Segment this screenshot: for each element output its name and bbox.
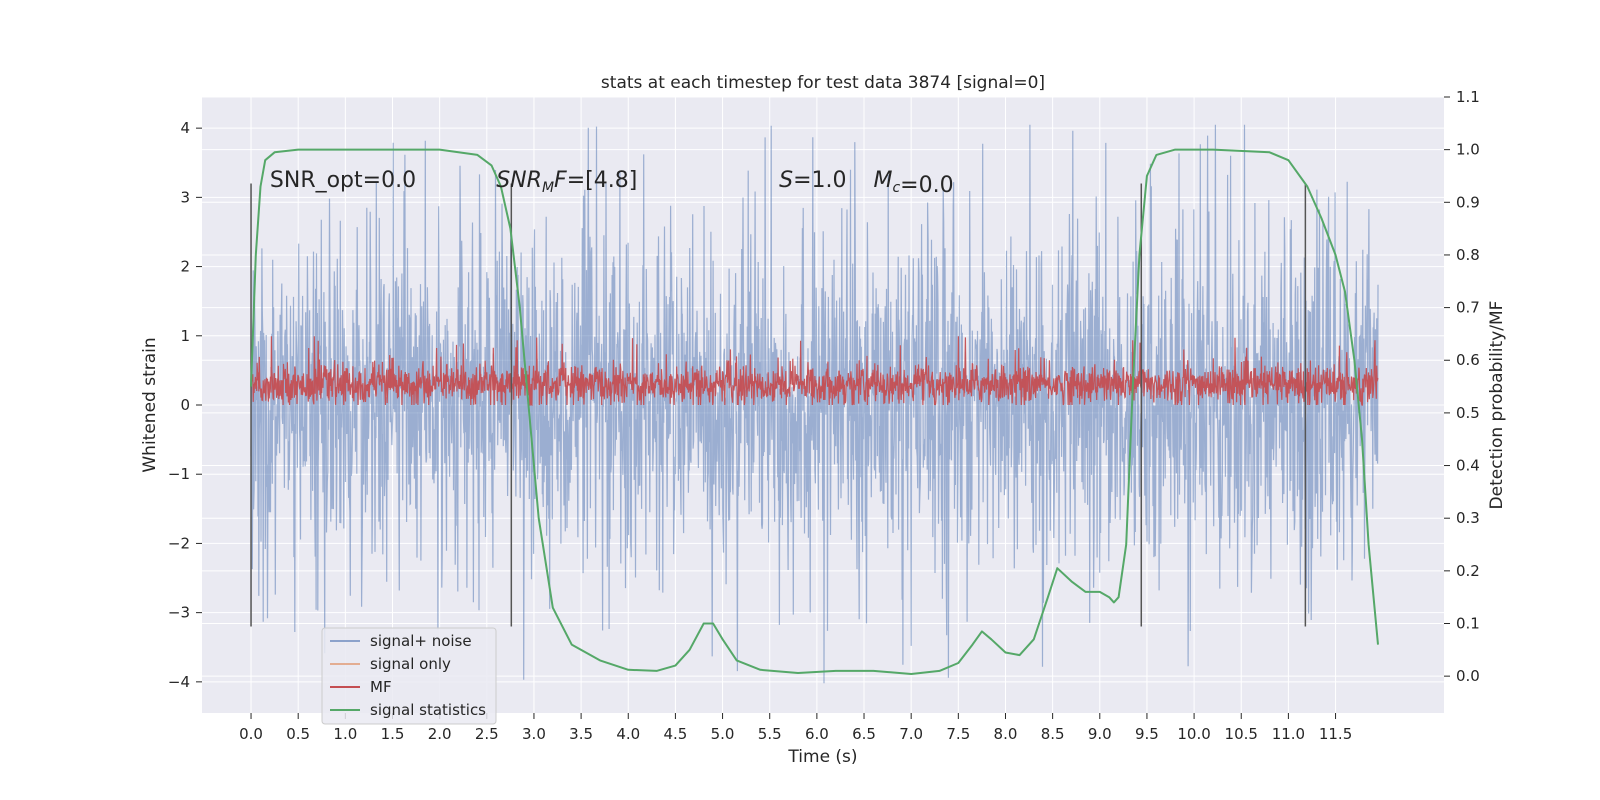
- y-right-tick-label: 0.8: [1456, 246, 1480, 264]
- legend-box: [321, 627, 497, 725]
- x-tick-label: 10.5: [1225, 725, 1258, 743]
- x-tick-label: 9.0: [1088, 725, 1112, 743]
- y-right-tick-label: 0.6: [1456, 351, 1480, 369]
- y-tick-label: 3: [180, 188, 190, 206]
- y-tick-label: −4: [168, 673, 190, 691]
- y-right-axis-ticks: 1.1 1.0 0.9 0.8 0.7 0.6 0.5 0.4 0.3 0.2 0.1 0.0: [1444, 88, 1480, 685]
- legend-label: signal statistics: [370, 701, 486, 719]
- x-axis-ticks: 0.0 0.5 1.0 1.5 2.0 2.5 3.0 3.5 4.0 4.5 5.0 5.5 6.0 6…: [239, 713, 1352, 743]
- x-tick-label: 0.0: [239, 725, 263, 743]
- y-right-tick-label: 0.9: [1456, 193, 1480, 211]
- x-tick-label: 10.0: [1177, 725, 1210, 743]
- y-tick-label: 4: [180, 119, 190, 137]
- signal-statistics-series: [250, 148, 1379, 675]
- signal-statistics-line: [250, 148, 1379, 675]
- y-tick-label: −3: [168, 604, 190, 622]
- y-right-axis-label: Detection probability/MF: [1487, 301, 1507, 510]
- x-tick-label: 1.5: [381, 725, 405, 743]
- y-tick-label: −1: [168, 465, 190, 483]
- y-tick-label: 0: [180, 396, 190, 414]
- mf-line: [250, 336, 1379, 406]
- x-tick-label: 11.5: [1319, 725, 1352, 743]
- legend: signal+ noise signal only MF signal statist…: [321, 627, 497, 725]
- y-right-tick-label: 0.5: [1456, 404, 1480, 422]
- y-right-tick-label: 1.1: [1456, 88, 1480, 106]
- mf-series: [250, 336, 1379, 406]
- legend-label: signal only: [370, 655, 451, 673]
- y-right-tick-label: 0.7: [1456, 299, 1480, 317]
- y-right-tick-label: 0.3: [1456, 509, 1480, 527]
- annotation-text: S=1.0: [779, 168, 846, 193]
- x-tick-label: 3.0: [522, 725, 546, 743]
- x-tick-label: 3.5: [569, 725, 593, 743]
- y-right-tick-label: 0.4: [1456, 457, 1480, 475]
- y-right-tick-label: 0.2: [1456, 562, 1480, 580]
- x-tick-label: 6.0: [805, 725, 829, 743]
- x-tick-label: 5.0: [711, 725, 735, 743]
- chart-title: stats at each timestep for test data 387…: [601, 73, 1045, 93]
- y-tick-label: 1: [180, 327, 190, 345]
- x-tick-label: 11.0: [1272, 725, 1305, 743]
- x-tick-label: 4.0: [616, 725, 640, 743]
- y-right-tick-label: 0.1: [1456, 614, 1480, 632]
- x-tick-label: 6.5: [852, 725, 876, 743]
- legend-label: signal+ noise: [370, 632, 472, 650]
- y-right-tick-label: 0.0: [1456, 667, 1480, 685]
- x-tick-label: 7.5: [946, 725, 970, 743]
- x-tick-label: 9.5: [1135, 725, 1159, 743]
- y-right-tick-label: 1.0: [1456, 141, 1480, 159]
- x-tick-label: 4.5: [663, 725, 687, 743]
- annotation-text: SNR_opt=0.0: [270, 168, 416, 193]
- signal-noise-line: [250, 124, 1379, 684]
- y-tick-label: 2: [180, 258, 190, 276]
- x-axis-label: Time (s): [787, 747, 857, 767]
- legend-label: MF: [370, 678, 392, 696]
- annotation-text: SNRMF=[4.8]: [496, 168, 637, 196]
- y-tick-label: −2: [168, 534, 190, 552]
- x-tick-label: 8.5: [1041, 725, 1065, 743]
- annotations: SNR_opt=0.0 SNRMF=[4.8] S=1.0 Mc=0.0: [270, 168, 954, 198]
- y-axis-label: Whitened strain: [140, 337, 160, 472]
- x-tick-label: 5.5: [758, 725, 782, 743]
- x-tick-label: 0.5: [286, 725, 310, 743]
- x-tick-label: 1.0: [333, 725, 357, 743]
- annotation-text: Mc=0.0: [873, 168, 953, 198]
- x-tick-label: 2.0: [428, 725, 452, 743]
- x-tick-label: 2.5: [475, 725, 499, 743]
- x-tick-label: 8.0: [994, 725, 1018, 743]
- y-axis-ticks: 4 3 2 1 0 −1 −2 −3 −4: [168, 119, 202, 691]
- x-tick-label: 7.0: [899, 725, 923, 743]
- signal-noise-series: [250, 124, 1379, 684]
- vertical-markers: [250, 183, 1307, 627]
